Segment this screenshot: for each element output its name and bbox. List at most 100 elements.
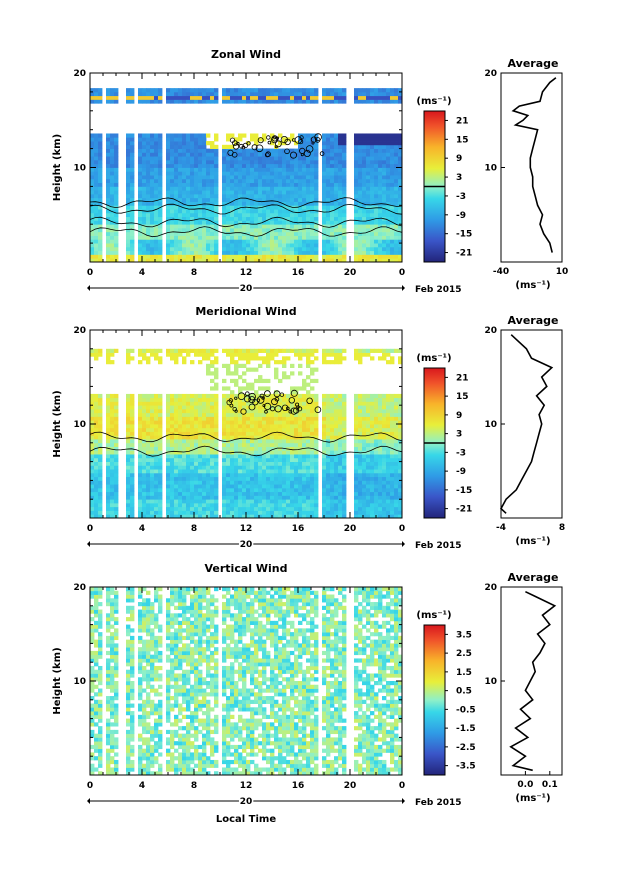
heatmap-cell: [366, 450, 371, 455]
heatmap-cell: [90, 197, 95, 202]
heatmap-cell: [142, 499, 147, 504]
heatmap-cell: [254, 484, 259, 489]
heatmap-cell: [374, 99, 379, 104]
heatmap-cell: [230, 480, 235, 485]
heatmap-cell: [178, 224, 183, 229]
heatmap-cell: [170, 442, 175, 447]
heatmap-cell: [286, 186, 291, 191]
heatmap-cell: [298, 446, 303, 451]
heatmap-cell: [362, 499, 367, 504]
heatmap-cell: [282, 510, 287, 515]
heatmap-cell: [294, 446, 299, 451]
heatmap-cell: [358, 408, 363, 414]
heatmap-cell: [98, 239, 103, 244]
heatmap-cell: [310, 457, 315, 462]
heatmap-cell: [254, 408, 259, 414]
heatmap-cell: [230, 231, 235, 236]
heatmap-cell: [210, 197, 215, 202]
heatmap-cell: [298, 235, 303, 240]
heatmap-cell: [282, 201, 287, 206]
heatmap-cell: [326, 491, 331, 496]
heatmap-cell: [110, 171, 115, 176]
heatmap-cell: [374, 159, 379, 165]
heatmap-cell: [154, 99, 159, 104]
heatmap-cell: [190, 469, 195, 474]
heatmap-cell: [222, 88, 227, 93]
heatmap-cell: [266, 231, 271, 236]
heatmap-cell: [330, 156, 335, 161]
heatmap-cell: [246, 412, 251, 417]
heatmap-cell: [110, 163, 115, 168]
heatmap-cell: [198, 446, 203, 451]
heatmap-cell: [306, 412, 311, 417]
heatmap-cell: [98, 401, 103, 406]
heatmap-cell: [150, 175, 155, 180]
heatmap-cell: [342, 163, 347, 168]
heatmap-cell: [334, 224, 339, 229]
heatmap-cell: [182, 216, 187, 221]
heatmap-cell: [258, 375, 263, 380]
heatmap-cell: [226, 469, 231, 474]
heatmap-cell: [382, 193, 387, 199]
heatmap-cell: [214, 442, 219, 447]
heatmap-cell: [294, 472, 299, 478]
y-tick-label: 20: [73, 69, 86, 79]
heatmap-cell: [266, 258, 271, 263]
heatmap-cell: [354, 231, 359, 236]
heatmap-cell: [138, 152, 143, 157]
heatmap-cell: [126, 348, 131, 353]
heatmap-cell: [298, 231, 303, 236]
heatmap-cell: [270, 502, 275, 508]
heatmap-cell: [326, 457, 331, 462]
heatmap-cell: [258, 197, 263, 202]
heatmap-cell: [174, 431, 179, 436]
heatmap-cell: [314, 435, 319, 440]
heatmap-cell: [190, 397, 195, 402]
heatmap-cell: [270, 431, 275, 436]
date-label: Feb 2015: [415, 285, 462, 295]
heatmap-cell: [246, 356, 251, 361]
heatmap-cell: [362, 424, 367, 429]
heatmap-cell: [202, 450, 207, 455]
heatmap-cell: [362, 461, 367, 466]
heatmap-cell: [330, 442, 335, 447]
heatmap-cell: [266, 156, 271, 161]
heatmap-cell: [210, 167, 215, 172]
heatmap-cell: [234, 393, 239, 399]
heatmap-cell: [278, 95, 283, 100]
heatmap-cell: [98, 186, 103, 191]
heatmap-cell: [214, 201, 219, 206]
heatmap-cell: [206, 220, 211, 225]
heatmap-cell: [138, 454, 143, 459]
heatmap-cell: [278, 141, 283, 146]
heatmap-cell: [258, 148, 263, 153]
heatmap-cell: [114, 457, 119, 462]
heatmap-cell: [94, 502, 99, 508]
heatmap-cell: [226, 163, 231, 168]
heatmap-cell: [374, 152, 379, 157]
heatmap-cell: [214, 216, 219, 221]
heatmap-cell: [262, 220, 267, 225]
heatmap-cell: [354, 137, 359, 142]
heatmap-cell: [374, 144, 379, 149]
heatmap-cell: [342, 182, 347, 187]
heatmap-cell: [278, 250, 283, 255]
heatmap-cell: [258, 476, 263, 481]
heatmap-cell: [394, 148, 399, 153]
heatmap-cell: [266, 235, 271, 240]
heatmap-cell: [298, 156, 303, 161]
heatmap-cell: [302, 171, 307, 176]
heatmap-cell: [214, 435, 219, 440]
heatmap-cell: [178, 405, 183, 410]
heatmap-cell: [302, 457, 307, 462]
heatmap-cell: [394, 182, 399, 187]
heatmap-cell: [266, 386, 271, 391]
heatmap-cell: [358, 412, 363, 417]
heatmap-cell: [366, 446, 371, 451]
heatmap-cell: [330, 91, 335, 97]
heatmap-cell: [298, 133, 303, 138]
heatmap-cell: [382, 182, 387, 187]
heatmap-cell: [170, 412, 175, 417]
heatmap-cell: [358, 461, 363, 466]
heatmap-cell: [386, 88, 391, 93]
